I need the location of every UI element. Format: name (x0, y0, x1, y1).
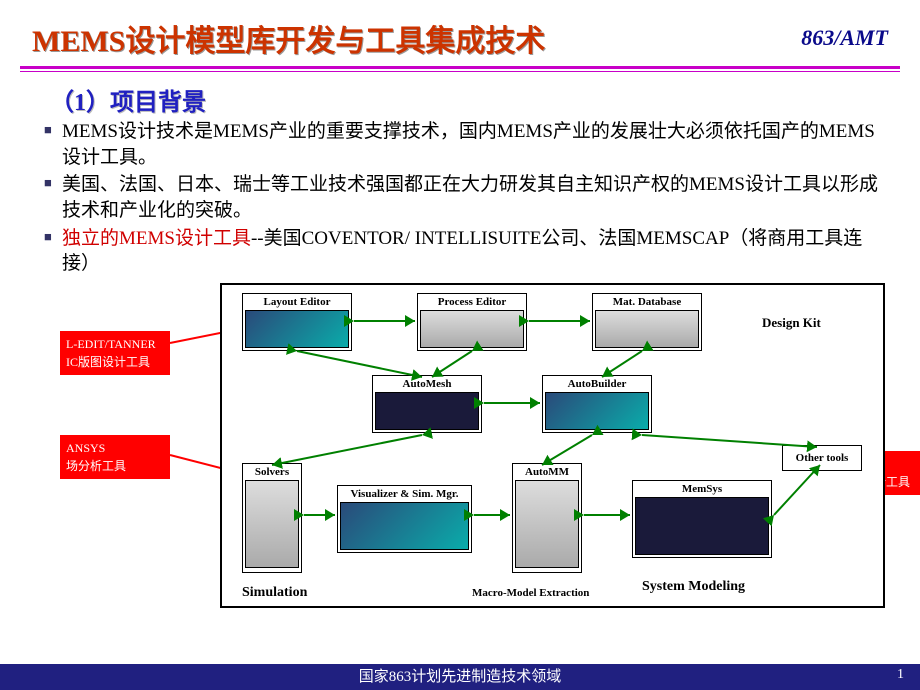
tool-automm: AutoMM (512, 463, 582, 573)
tool-label: Visualizer & Sim. Mgr. (340, 488, 469, 500)
page-title: MEMS设计模型库开发与工具集成技术 (32, 16, 545, 60)
tool-label: AutoMesh (375, 378, 479, 390)
tool-thumb (245, 310, 349, 348)
ext-box-line1: ANSYS (66, 439, 164, 457)
design-kit-box: Layout Editor Process Editor Mat. Databa… (220, 283, 885, 608)
tool-automesh: AutoMesh (372, 375, 482, 433)
footer-bar: 国家863计划先进制造技术领域 1 (0, 664, 920, 690)
bullet-item: 美国、法国、日本、瑞士等工业技术强国都正在大力研发其自主知识产权的MEMS设计工… (44, 172, 880, 223)
ext-box-line2: IC版图设计工具 (66, 353, 164, 371)
label-simulation: Simulation (242, 585, 307, 601)
tool-thumb (340, 502, 469, 550)
bullet-item: MEMS设计技术是MEMS产业的重要支撑技术，国内MEMS产业的发展壮大必须依托… (44, 119, 880, 170)
rule-thick (20, 66, 900, 69)
tool-thumb (595, 310, 699, 348)
footer-text: 国家863计划先进制造技术领域 (359, 669, 562, 685)
tool-label: Layout Editor (245, 296, 349, 308)
tool-memsys: MemSys (632, 480, 772, 558)
tool-label: Other tools (785, 452, 859, 464)
tool-process-editor: Process Editor (417, 293, 527, 351)
tool-thumb (515, 480, 579, 568)
section-subtitle: （1）项目背景 (0, 80, 920, 119)
ext-box-ansys: ANSYS 场分析工具 (60, 435, 170, 479)
tool-solvers: Solvers (242, 463, 302, 573)
rule-thin (20, 71, 900, 72)
tool-thumb (245, 480, 299, 568)
label-design-kit: Design Kit (762, 315, 821, 331)
tool-mat-database: Mat. Database (592, 293, 702, 351)
tool-label: AutoBuilder (545, 378, 649, 390)
tool-label: Mat. Database (595, 296, 699, 308)
diagram: L-EDIT/TANNER IC版图设计工具 ANSYS 场分析工具 SPICE… (20, 283, 900, 633)
tool-other: Other tools (782, 445, 862, 471)
tool-label: Process Editor (420, 296, 524, 308)
bullet-item: 独立的MEMS设计工具--美国COVENTOR/ INTELLISUITE公司、… (44, 226, 880, 277)
page-number: 1 (897, 662, 904, 688)
ext-box-line1: L-EDIT/TANNER (66, 335, 164, 353)
tool-thumb (375, 392, 479, 430)
bullet-highlight: 独立的MEMS设计工具 (62, 228, 251, 249)
brand-logo: 863/AMT (801, 25, 888, 51)
tool-thumb (420, 310, 524, 348)
tool-thumb (545, 392, 649, 430)
tool-visualizer: Visualizer & Sim. Mgr. (337, 485, 472, 553)
ext-box-ledit: L-EDIT/TANNER IC版图设计工具 (60, 331, 170, 375)
tool-layout-editor: Layout Editor (242, 293, 352, 351)
tool-label: AutoMM (515, 466, 579, 478)
label-sysmod: System Modeling (642, 579, 745, 595)
tool-label: Solvers (245, 466, 299, 478)
tool-label: MemSys (635, 483, 769, 495)
label-macro: Macro-Model Extraction (472, 587, 589, 599)
bullet-list: MEMS设计技术是MEMS产业的重要支撑技术，国内MEMS产业的发展壮大必须依托… (0, 119, 920, 283)
ext-box-line2: 场分析工具 (66, 457, 164, 475)
tool-thumb (635, 497, 769, 555)
tool-autobuild: AutoBuilder (542, 375, 652, 433)
